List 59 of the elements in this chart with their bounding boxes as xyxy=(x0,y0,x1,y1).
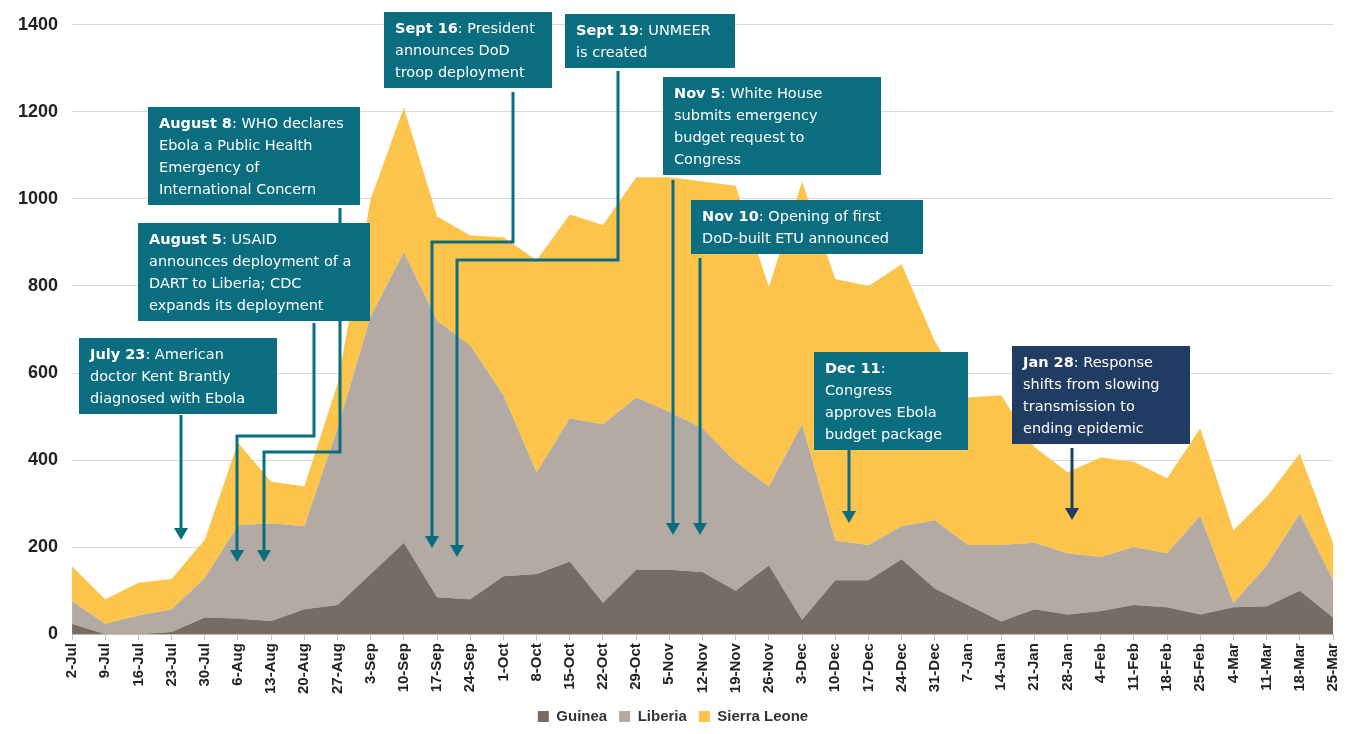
x-tick-label: 3-Dec xyxy=(792,643,810,685)
x-tick-label: 24-Dec xyxy=(891,643,909,693)
x-tick-label: 16-Jul xyxy=(128,643,146,687)
x-tick-label: 3-Sep xyxy=(360,643,378,685)
x-tick-label: 6-Aug xyxy=(228,643,246,686)
x-tick-label: 18-Mar xyxy=(1289,643,1307,692)
y-tick-label: 400 xyxy=(28,449,59,470)
x-tick-label: 2-Jul xyxy=(62,643,80,679)
callout-box: Nov 5: White House submits emergency budget request to Congress xyxy=(663,77,881,175)
x-tick-label: 18-Feb xyxy=(1157,643,1175,692)
x-tick-label: 7-Jan xyxy=(958,643,976,683)
x-tick-label: 14-Jan xyxy=(991,643,1009,691)
y-tick-label: 0 xyxy=(48,623,59,644)
y-tick-label: 600 xyxy=(28,361,59,382)
x-tick-label: 28-Jan xyxy=(1057,643,1075,691)
callout-box: Jan 28: Response shifts from slowing transmission to ending epidemic xyxy=(1012,346,1190,444)
x-tick-label: 22-Oct xyxy=(593,643,611,690)
x-tick-label: 10-Sep xyxy=(394,643,412,693)
callout-box: July 23: American doctor Kent Brantly diagnosed with Ebola xyxy=(79,338,277,414)
x-tick-label: 26-Nov xyxy=(759,642,777,694)
callout-box: Nov 10: Opening of first DoD-built ETU announced xyxy=(691,200,923,254)
x-tick-label: 15-Oct xyxy=(559,643,577,690)
x-tick-label: 23-Jul xyxy=(161,643,179,687)
x-tick-label: 4-Feb xyxy=(1090,643,1108,684)
x-tick-label: 30-Jul xyxy=(194,643,212,687)
x-tick-label: 11-Feb xyxy=(1124,643,1142,691)
x-tick-label: 8-Oct xyxy=(526,643,544,682)
x-tick-label: 25-Mar xyxy=(1323,643,1341,692)
x-tick-label: 19-Nov xyxy=(725,642,743,694)
y-tick-label: 1200 xyxy=(18,100,59,121)
x-tick-label: 20-Aug xyxy=(294,643,312,695)
x-tick-label: 10-Dec xyxy=(825,643,843,693)
legend-label: Liberia xyxy=(637,706,688,724)
x-tick-label: 12-Nov xyxy=(692,642,710,694)
y-tick-label: 800 xyxy=(28,274,59,295)
x-tick-label: 21-Jan xyxy=(1024,643,1042,691)
x-tick-label: 31-Dec xyxy=(924,643,942,693)
x-tick-label: 13-Aug xyxy=(261,643,279,695)
x-tick-label: 9-Jul xyxy=(95,643,113,679)
x-tick-label: 4-Mar xyxy=(1223,643,1241,684)
legend-label: Sierra Leone xyxy=(717,706,809,724)
callout-box: Sept 16: President announces DoD troop deployment xyxy=(384,12,552,88)
x-tick-label: 1-Oct xyxy=(493,643,511,682)
callout-box: August 5: USAID announces deployment of a DART to Liberia; CDC expands its deployment xyxy=(138,223,370,321)
x-tick-label: 17-Dec xyxy=(858,643,876,693)
y-tick-label: 200 xyxy=(28,536,59,557)
callout-box: Dec 11: Congress approves Ebola budget package xyxy=(814,352,968,450)
x-tick-label: 17-Sep xyxy=(427,643,445,693)
x-tick-label: 27-Aug xyxy=(327,643,345,695)
y-tick-label: 1000 xyxy=(18,187,59,208)
legend-label: Guinea xyxy=(556,706,608,724)
y-tick-label: 1400 xyxy=(18,13,59,34)
x-tick-label: 5-Nov xyxy=(659,642,677,685)
x-tick-label: 29-Oct xyxy=(626,643,644,690)
callout-box: Sept 19: UNMEER is created xyxy=(565,14,735,68)
x-tick-label: 25-Feb xyxy=(1190,643,1208,692)
x-tick-label: 24-Sep xyxy=(460,643,478,693)
callout-box: August 8: WHO declares Ebola a Public Health Emergency of International Concern xyxy=(148,107,360,205)
x-tick-label: 11-Mar xyxy=(1256,643,1274,691)
